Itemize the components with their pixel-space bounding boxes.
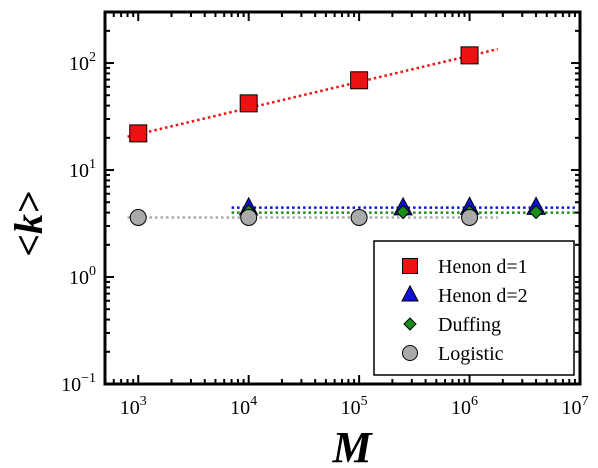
x-tick-label: 104: [230, 394, 257, 419]
data-point-henon-d-1: [239, 94, 258, 113]
x-tick-label: 107: [562, 394, 589, 419]
legend: Henon d=1 Henon d=2 Duffing Logistic: [373, 240, 575, 376]
x-tick-label: 105: [341, 394, 368, 419]
legend-marker-henon-d-1: [402, 258, 418, 274]
data-point-logistic: [461, 208, 479, 226]
tick-labels: 103 104 105 106 107 10−1 100 101 102: [61, 50, 588, 419]
plot-frame: [103, 10, 582, 386]
y-tick-label: 101: [69, 157, 96, 182]
y-tick-label: 100: [69, 264, 96, 289]
legend-label-henon-d-1: Henon d=1: [438, 256, 528, 278]
legend-label-duffing: Duffing: [438, 314, 501, 336]
x-axis-label: M: [331, 423, 373, 468]
y-tick-label: 102: [69, 50, 96, 75]
legend-label-henon-d-2: Henon d=2: [438, 285, 528, 307]
legend-marker-logistic: [402, 345, 418, 361]
data-markers: [129, 46, 546, 226]
data-point-duffing: [395, 204, 411, 220]
legend-marker-henon-d-2: [401, 284, 419, 302]
data-point-henon-d-1: [350, 71, 369, 90]
fit-line-henon-d-1: [127, 47, 499, 138]
data-point-henon-d-1: [129, 124, 148, 143]
y-tick-label: 10−1: [61, 371, 96, 396]
x-tick-label: 103: [120, 394, 147, 419]
data-point-duffing: [528, 204, 544, 220]
x-tick-label: 106: [451, 394, 478, 419]
y-axis-label: <k>: [6, 191, 51, 257]
data-point-logistic: [129, 208, 147, 226]
data-point-logistic: [350, 208, 368, 226]
data-point-logistic: [240, 208, 258, 226]
legend-label-logistic: Logistic: [438, 343, 504, 365]
legend-marker-duffing: [403, 317, 417, 331]
data-point-henon-d-1: [460, 46, 479, 65]
